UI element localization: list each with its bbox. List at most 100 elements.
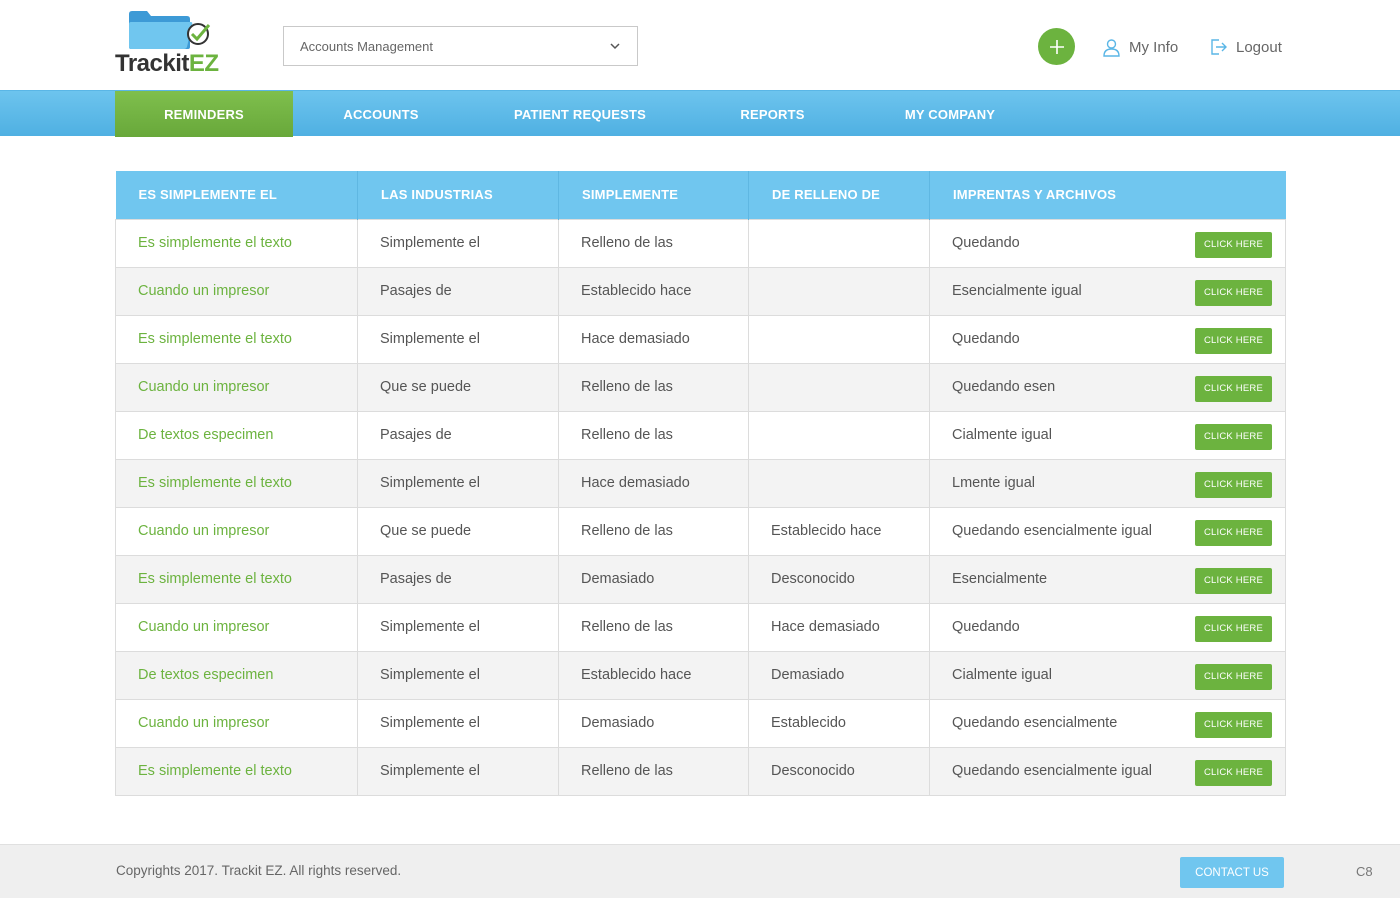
table-cell: Relleno de las (558, 218, 749, 268)
table-cell: Simplemente el (357, 602, 559, 652)
my-info-label: My Info (1129, 38, 1179, 56)
table-cell: Relleno de las (558, 602, 749, 652)
table-row: De textos especimen Pasajes de Relleno de … (115, 410, 1286, 460)
row-title-link[interactable]: De textos especimen (115, 410, 358, 460)
column-header: DE RELLENO DE (748, 171, 930, 219)
table-cell: Establecido hace (558, 266, 749, 316)
reminders-table: ES SIMPLEMENTE EL LAS INDUSTRIAS SIMPLEM… (115, 171, 1286, 796)
table-cell: Pasajes de (357, 410, 559, 460)
row-title-link[interactable]: Es simplemente el texto (115, 218, 358, 268)
nav-item-patient-requests[interactable]: PATIENT REQUESTS (513, 106, 646, 122)
table-cell-text: Quedando (952, 235, 1020, 251)
nav-item-my-company[interactable]: MY COMPANY (904, 106, 996, 122)
table-cell: Que se puede (357, 362, 559, 412)
logo-text-part2: EZ (188, 50, 219, 77)
column-header: SIMPLEMENTE (558, 171, 749, 219)
table-row: Es simplemente el texto Simplemente el Rel… (115, 746, 1286, 796)
table-cell: Establecido hace (748, 506, 930, 556)
table-cell: Simplemente el (357, 746, 559, 796)
table-header-row: ES SIMPLEMENTE EL LAS INDUSTRIAS SIMPLEM… (115, 171, 1286, 219)
table-cell-text: Esencialmente (952, 571, 1048, 587)
contact-us-button[interactable]: CONTACT US (1180, 857, 1284, 888)
table-cell: Desconocido (748, 554, 930, 604)
account-select-value: Accounts Management (300, 38, 433, 54)
add-button[interactable] (1038, 28, 1075, 65)
logo[interactable]: TrackitEZ (115, 8, 225, 78)
click-here-button[interactable]: CLICK HERE (1195, 519, 1272, 546)
logo-text-part1: Trackit (115, 50, 189, 77)
click-here-button[interactable]: CLICK HERE (1195, 375, 1272, 402)
table-cell: Hace demasiado (558, 458, 749, 508)
row-title-link[interactable]: Cuando un impresor (115, 506, 358, 556)
click-here-button[interactable]: CLICK HERE (1195, 711, 1272, 738)
click-here-button[interactable]: CLICK HERE (1195, 423, 1272, 450)
table-cell: Simplemente el (357, 314, 559, 364)
row-title-link[interactable]: Es simplemente el texto (115, 314, 358, 364)
table-cell: Quedando esencialmente igual CLICK HERE (929, 506, 1286, 556)
column-header: IMPRENTAS Y ARCHIVOS (929, 171, 1286, 219)
logo-text: TrackitEZ (115, 50, 219, 78)
footer: Copyrights 2017. Trackit EZ. All rights … (0, 844, 1400, 898)
click-here-button[interactable]: CLICK HERE (1195, 615, 1272, 642)
table-cell: Demasiado (558, 554, 749, 604)
column-header: ES SIMPLEMENTE EL (115, 171, 358, 219)
table-row: Cuando un impresor Pasajes de Establecido … (115, 266, 1286, 316)
table-cell: Esencialmente igual CLICK HERE (929, 266, 1286, 316)
row-title-link[interactable]: Cuando un impresor (115, 602, 358, 652)
nav-item-accounts[interactable]: ACCOUNTS (343, 106, 419, 122)
table-cell: Quedando esen CLICK HERE (929, 362, 1286, 412)
table-cell (748, 458, 930, 508)
nav-item-reminders[interactable]: REMINDERS (115, 91, 293, 137)
table-cell: Hace demasiado (558, 314, 749, 364)
table-cell-text: Quedando esencialmente igual (952, 523, 1152, 539)
table-cell-text: Quedando esencialmente (952, 715, 1118, 731)
click-here-button[interactable]: CLICK HERE (1195, 279, 1272, 306)
table-cell: Quedando CLICK HERE (929, 218, 1286, 268)
table-cell: Relleno de las (558, 506, 749, 556)
table-cell (748, 266, 930, 316)
row-title-link[interactable]: Es simplemente el texto (115, 746, 358, 796)
table-row: Cuando un impresor Que se puede Relleno de… (115, 506, 1286, 556)
table-row: De textos especimen Simplemente el Estable… (115, 650, 1286, 700)
table-cell: Quedando CLICK HERE (929, 602, 1286, 652)
click-here-button[interactable]: CLICK HERE (1195, 759, 1272, 786)
table-cell: Simplemente el (357, 698, 559, 748)
row-title-link[interactable]: Es simplemente el texto (115, 554, 358, 604)
column-header: LAS INDUSTRIAS (357, 171, 559, 219)
table-cell: Simplemente el (357, 458, 559, 508)
table-cell (748, 362, 930, 412)
click-here-button[interactable]: CLICK HERE (1195, 663, 1272, 690)
table-cell: Establecido (748, 698, 930, 748)
row-title-link[interactable]: Es simplemente el texto (115, 458, 358, 508)
table-cell: Simplemente el (357, 650, 559, 700)
table-cell: Establecido hace (558, 650, 749, 700)
row-title-link[interactable]: Cuando un impresor (115, 266, 358, 316)
copyright-text: Copyrights 2017. Trackit EZ. All rights … (116, 863, 402, 878)
logout-link[interactable]: Logout (1210, 36, 1282, 58)
table-cell-text: Quedando (952, 619, 1020, 635)
click-here-button[interactable]: CLICK HERE (1195, 231, 1272, 258)
table-cell: Cialmente igual CLICK HERE (929, 410, 1286, 460)
row-title-link[interactable]: De textos especimen (115, 650, 358, 700)
row-title-link[interactable]: Cuando un impresor (115, 362, 358, 412)
table-cell: Esencialmente CLICK HERE (929, 554, 1286, 604)
header: TrackitEZ Accounts Management My Info Lo… (0, 0, 1400, 90)
table-cell: Cialmente igual CLICK HERE (929, 650, 1286, 700)
main-nav: REMINDERS ACCOUNTS PATIENT REQUESTS REPO… (0, 90, 1400, 137)
my-info-link[interactable]: My Info (1102, 36, 1178, 58)
click-here-button[interactable]: CLICK HERE (1195, 327, 1272, 354)
folder-check-icon (129, 11, 211, 49)
nav-item-reports[interactable]: REPORTS (740, 106, 805, 122)
account-select[interactable]: Accounts Management (283, 26, 638, 66)
click-here-button[interactable]: CLICK HERE (1195, 567, 1272, 594)
row-title-link[interactable]: Cuando un impresor (115, 698, 358, 748)
table-cell: Pasajes de (357, 554, 559, 604)
table-cell: Hace demasiado (748, 602, 930, 652)
table-row: Cuando un impresor Que se puede Relleno de… (115, 362, 1286, 412)
click-here-button[interactable]: CLICK HERE (1195, 471, 1272, 498)
table-row: Es simplemente el texto Pasajes de Demasia… (115, 554, 1286, 604)
table-cell-text: Lmente igual (952, 475, 1036, 491)
table-cell: Demasiado (748, 650, 930, 700)
table-cell (748, 218, 930, 268)
table-cell: Pasajes de (357, 266, 559, 316)
